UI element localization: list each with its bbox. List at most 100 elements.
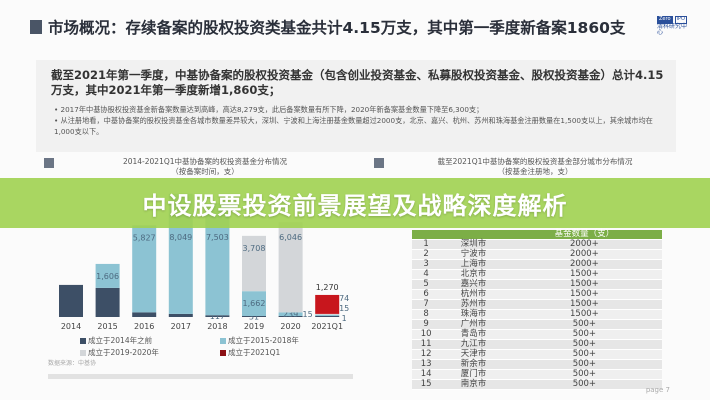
table-cell: 1500+ <box>506 299 662 310</box>
table-cell: 2000+ <box>506 259 662 270</box>
table-cell: 500+ <box>506 379 662 390</box>
bar-segment <box>168 313 193 317</box>
data-label: 15 <box>339 304 349 313</box>
table-row: 11 九江市 500+ <box>412 339 662 350</box>
table-cell: 500+ <box>506 349 662 360</box>
bar-segment <box>132 225 157 313</box>
title-text: 市场概况：存续备案的股权投资类基金共计4.15万支，其中第一季度新备案1860支 <box>48 19 626 37</box>
chart-subtitle: （按备案时间，支） <box>171 167 239 176</box>
table-cell: 珠海市 <box>440 309 507 320</box>
bar-segment <box>278 222 303 313</box>
table-cell: 2000+ <box>506 249 662 260</box>
panel-marker-icon <box>44 158 54 168</box>
bar-segment <box>132 312 157 317</box>
header-cell: 基金数量（支） <box>506 230 662 240</box>
table-row: 1 深圳市 2000+ <box>412 239 662 250</box>
banner-title: 中设股票投资前景展望及战略深度解析 <box>0 178 710 228</box>
table-cell: 15 <box>412 379 441 390</box>
data-label: 117 <box>210 312 225 321</box>
data-label: 5,827 <box>133 233 156 242</box>
table-cell: 北京市 <box>440 269 507 280</box>
table-cell: 9 <box>412 319 441 330</box>
table-cell: 厦门市 <box>440 369 507 380</box>
table-row: 5 嘉兴市 1500+ <box>412 279 662 290</box>
table-cell: 宁波市 <box>440 249 507 260</box>
bar-segment <box>242 235 266 292</box>
bullet: 2017年中基协股权投资基金新备案数量达到高峰，高达8,279支，此后备案数量有… <box>54 104 664 115</box>
table-cell: 7 <box>412 299 441 310</box>
footnote <box>48 374 353 379</box>
table-cell: 南京市 <box>440 379 507 390</box>
table-header: 基金数量（支） <box>412 230 662 240</box>
bar-segment <box>315 294 340 314</box>
x-tick-label: 2021Q1 <box>311 322 343 331</box>
table-cell: 500+ <box>506 329 662 340</box>
bar-segment <box>315 316 340 317</box>
table-cell: 500+ <box>506 319 662 330</box>
header-cell <box>412 230 441 240</box>
table-row: 3 上海市 2000+ <box>412 259 662 270</box>
table-row: 9 广州市 500+ <box>412 319 662 330</box>
table-row: 13 新余市 500+ <box>412 359 662 370</box>
table-cell: 3 <box>412 259 441 270</box>
table-row: 2 宁波市 2000+ <box>412 249 662 260</box>
table-cell: 1500+ <box>506 279 662 290</box>
table-cell: 深圳市 <box>440 239 507 250</box>
x-tick-label: 2015 <box>97 322 117 331</box>
data-label: 74 <box>339 294 349 303</box>
table-cell: 1500+ <box>506 289 662 300</box>
data-source: 数据来源：中基协 <box>48 360 97 367</box>
bar-segment <box>315 313 340 315</box>
table-cell: 500+ <box>506 369 662 380</box>
data-label: 239 <box>283 310 298 319</box>
summary-box: 截至2021年第一季度，中基协备案的股权投资基金（包含创业投资基金、私募股权投资… <box>36 60 676 152</box>
data-label: 31 <box>249 313 259 322</box>
table-cell: 500+ <box>506 359 662 370</box>
table-cell: 广州市 <box>440 319 507 330</box>
panel-marker-icon <box>374 158 384 168</box>
table-cell: 嘉兴市 <box>440 279 507 290</box>
legend-item: 成立于2015-2018年 <box>220 335 299 346</box>
table-cell: 苏州市 <box>440 299 507 310</box>
table-row: 12 天津市 500+ <box>412 349 662 360</box>
bar-segment <box>205 315 230 317</box>
bar-segment <box>242 291 266 316</box>
data-label: 3,708 <box>243 244 266 253</box>
table-row: 7 苏州市 1500+ <box>412 299 662 310</box>
data-label: 15 <box>303 310 313 319</box>
title-marker-icon <box>30 20 42 34</box>
header-cell <box>440 230 507 240</box>
table-cell: 新余市 <box>440 359 507 370</box>
x-tick-label: 2020 <box>280 322 300 331</box>
table-cell: 5 <box>412 279 441 290</box>
table-row: 15 南京市 500+ <box>412 379 662 390</box>
x-tick-label: 2017 <box>171 322 191 331</box>
table-row: 6 杭州市 1500+ <box>412 289 662 300</box>
data-label: 1,270 <box>316 283 339 292</box>
legend-item: 成立于2014年之前 <box>80 335 152 346</box>
page-number: page 7 <box>645 386 670 394</box>
table-cell: 13 <box>412 359 441 370</box>
table-cell: 4 <box>412 269 441 280</box>
table-row: 4 北京市 1500+ <box>412 269 662 280</box>
data-label: 7,503 <box>206 233 229 242</box>
bar-segment <box>95 263 120 288</box>
table-cell: 天津市 <box>440 349 507 360</box>
table-title: 截至2021Q1中基协备案的股权投资基金部分城市分布情况 <box>437 157 633 166</box>
zero2ipo-logo: Zero IPO 清科研究中心 <box>657 16 688 37</box>
legend-item: 成立于2019-2020年 <box>80 347 159 358</box>
data-label: 1 <box>342 314 347 323</box>
legend-item: 成立于2021Q1 <box>220 347 280 358</box>
bar-segment <box>315 315 340 316</box>
x-tick-label: 2019 <box>244 322 264 331</box>
x-tick-label: 2014 <box>61 322 81 331</box>
table-cell: 1 <box>412 239 441 250</box>
page-title: 市场概况：存续备案的股权投资类基金共计4.15万支，其中第一季度新备案1860支 <box>30 16 625 38</box>
table-row: 14 厦门市 500+ <box>412 369 662 380</box>
bar-segment <box>278 312 303 316</box>
data-label: 6,046 <box>279 233 302 242</box>
bar-segment <box>242 316 266 317</box>
chart-title: 2014-2021Q1中基协备案的权投资基金分布情况 <box>122 157 288 166</box>
data-label: 1,606 <box>96 272 119 281</box>
table-cell: 2000+ <box>506 239 662 250</box>
